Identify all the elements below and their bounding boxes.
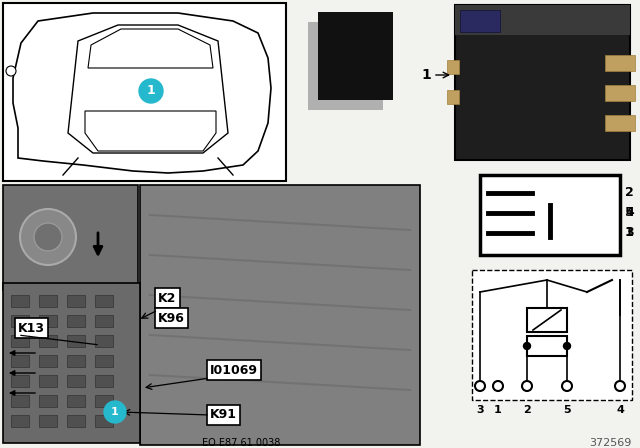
Text: 3: 3 xyxy=(476,405,484,415)
Text: 2: 2 xyxy=(625,186,634,199)
PathPatch shape xyxy=(68,25,228,153)
Text: 2: 2 xyxy=(523,405,531,415)
Bar xyxy=(140,185,420,445)
Bar xyxy=(39,375,57,387)
Text: 4: 4 xyxy=(616,405,624,415)
Bar xyxy=(527,336,567,356)
Bar xyxy=(480,175,620,255)
Bar xyxy=(527,308,567,332)
Bar xyxy=(95,375,113,387)
Circle shape xyxy=(562,381,572,391)
Circle shape xyxy=(20,209,76,265)
Circle shape xyxy=(6,66,16,76)
Circle shape xyxy=(563,343,570,349)
Text: 1: 1 xyxy=(494,405,502,415)
Bar xyxy=(95,315,113,327)
Bar xyxy=(3,185,138,290)
Circle shape xyxy=(139,79,163,103)
Bar xyxy=(11,315,29,327)
Circle shape xyxy=(475,381,485,391)
Bar xyxy=(39,335,57,347)
Bar xyxy=(447,60,459,74)
Bar xyxy=(460,10,500,32)
Text: I01069: I01069 xyxy=(210,363,258,376)
Bar xyxy=(455,5,630,160)
Text: K96: K96 xyxy=(158,311,185,324)
Bar xyxy=(11,375,29,387)
PathPatch shape xyxy=(85,111,216,151)
Bar xyxy=(95,395,113,407)
Bar xyxy=(39,355,57,367)
Text: 1: 1 xyxy=(111,407,119,417)
Circle shape xyxy=(615,381,625,391)
Bar xyxy=(67,335,85,347)
Bar xyxy=(447,90,459,104)
Bar xyxy=(67,395,85,407)
Text: 5: 5 xyxy=(563,405,571,415)
Text: 5: 5 xyxy=(625,207,634,220)
Circle shape xyxy=(522,381,532,391)
Text: 1: 1 xyxy=(625,227,634,240)
Text: 4: 4 xyxy=(625,207,634,220)
Text: EO E87 61 0038: EO E87 61 0038 xyxy=(202,438,280,448)
Bar xyxy=(39,315,57,327)
Bar xyxy=(3,283,140,443)
Text: K2: K2 xyxy=(158,292,177,305)
PathPatch shape xyxy=(88,29,213,68)
Circle shape xyxy=(493,381,503,391)
Bar xyxy=(67,295,85,307)
Bar xyxy=(605,55,635,71)
Bar xyxy=(11,395,29,407)
Bar xyxy=(11,335,29,347)
Bar xyxy=(67,315,85,327)
Bar xyxy=(11,355,29,367)
Text: 3: 3 xyxy=(625,227,634,240)
Bar xyxy=(11,415,29,427)
Bar xyxy=(318,12,393,100)
PathPatch shape xyxy=(13,13,271,173)
Bar xyxy=(67,415,85,427)
Bar xyxy=(95,355,113,367)
Bar xyxy=(39,295,57,307)
Bar xyxy=(3,3,286,181)
Text: 372569: 372569 xyxy=(589,438,632,448)
Bar xyxy=(67,375,85,387)
Circle shape xyxy=(524,343,531,349)
Circle shape xyxy=(34,223,62,251)
Bar xyxy=(11,295,29,307)
Bar xyxy=(39,395,57,407)
Text: K13: K13 xyxy=(18,322,45,335)
Bar xyxy=(95,295,113,307)
Text: K91: K91 xyxy=(210,409,237,422)
Bar xyxy=(605,115,635,131)
Bar xyxy=(455,5,630,35)
Bar xyxy=(95,415,113,427)
Bar xyxy=(67,355,85,367)
Bar xyxy=(472,270,632,400)
Circle shape xyxy=(104,401,126,423)
Bar xyxy=(605,85,635,101)
Bar xyxy=(308,22,383,110)
Bar xyxy=(95,335,113,347)
Bar xyxy=(39,415,57,427)
Text: 1: 1 xyxy=(421,68,431,82)
Text: 1: 1 xyxy=(147,85,156,98)
